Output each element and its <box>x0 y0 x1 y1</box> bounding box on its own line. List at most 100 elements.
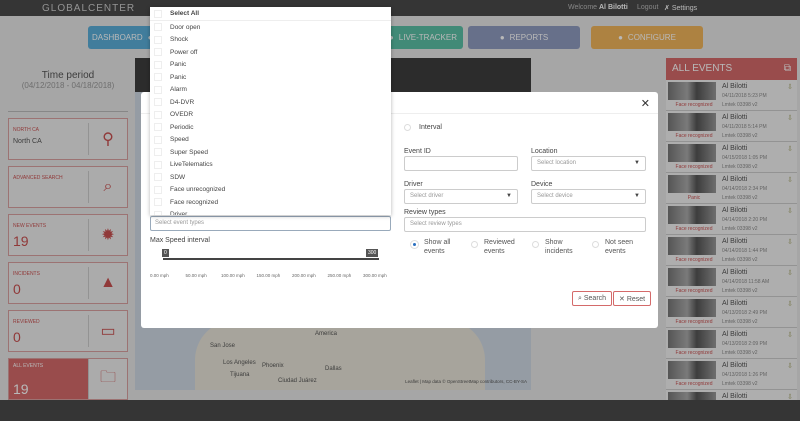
select-all-option[interactable]: Select All <box>150 7 391 21</box>
checkbox[interactable] <box>154 198 162 207</box>
checkbox[interactable] <box>154 60 162 69</box>
interval-radio[interactable] <box>404 124 411 131</box>
event-item[interactable]: Face recognized Al Bilotti 04/14/2018 1:44… <box>666 235 797 266</box>
copy-icon[interactable]: ⧉ <box>783 63 791 74</box>
checkbox[interactable] <box>154 73 162 82</box>
time-period[interactable]: Time period (04/12/2018 - 04/18/2018) <box>8 70 128 112</box>
settings-link[interactable]: ✗ Settings <box>664 5 698 12</box>
event-type-option[interactable]: Shock <box>150 34 391 47</box>
event-item[interactable]: Al Bilotti ⇩ <box>666 390 797 400</box>
checkbox[interactable] <box>154 210 162 215</box>
folder-icon[interactable]: 🗀 <box>99 368 116 386</box>
checkbox[interactable] <box>154 9 162 18</box>
event-item[interactable]: Face recognized Al Bilotti 04/15/2018 1:05… <box>666 142 797 173</box>
event-type-option[interactable]: Power off <box>150 46 391 59</box>
event-type-option[interactable]: Door open <box>150 21 391 34</box>
event-type-option[interactable]: Face unrecognized <box>150 184 391 197</box>
event-type-option[interactable]: Face recognized <box>150 196 391 209</box>
event-thumbnail[interactable] <box>668 144 716 162</box>
event-type-option[interactable]: Super Speed <box>150 146 391 159</box>
nav-configure[interactable]: ● CONFIGURE <box>591 26 703 49</box>
reset-button[interactable]: ✕ Reset <box>613 291 652 306</box>
search-button[interactable]: ⌕ Search <box>572 291 613 306</box>
event-item[interactable]: Face recognized Al Bilotti 04/13/2018 2:49… <box>666 297 797 328</box>
event-thumbnail[interactable] <box>668 175 716 193</box>
review-types-select[interactable]: Select review types <box>404 217 646 232</box>
download-icon[interactable]: ⇩ <box>787 146 793 153</box>
speed-slider-track[interactable] <box>163 258 379 260</box>
download-icon[interactable]: ⇩ <box>787 332 793 339</box>
event-type-option[interactable]: LiveTelematics <box>150 159 391 172</box>
download-icon[interactable]: ⇩ <box>787 270 793 277</box>
checkbox[interactable] <box>154 110 162 119</box>
event-item[interactable]: Face recognized Al Bilotti 04/13/2018 1:26… <box>666 359 797 390</box>
location-select[interactable]: Select location ▼ <box>531 156 646 171</box>
event-type-option[interactable]: Periodic <box>150 121 391 134</box>
review-radio[interactable] <box>411 241 418 248</box>
map-pin-icon[interactable]: ⚲ <box>102 131 114 148</box>
close-icon[interactable]: ✕ <box>640 98 650 110</box>
event-type-option[interactable]: D4-DVR <box>150 96 391 109</box>
event-item[interactable]: Face recognized Al Bilotti 04/11/2018 5:23… <box>666 80 797 111</box>
search-icon[interactable]: ⌕ <box>103 178 113 195</box>
card-all-events[interactable]: ALL EVENTS 19 🗀 <box>8 358 128 400</box>
download-icon[interactable]: ⇩ <box>787 239 793 246</box>
checkbox[interactable] <box>154 173 162 182</box>
logout-link[interactable]: Logout <box>637 4 659 11</box>
event-type-option[interactable]: Speed <box>150 134 391 147</box>
speed-slider-max-handle[interactable]: 300 <box>366 249 379 257</box>
checkbox[interactable] <box>154 148 162 157</box>
checkbox[interactable] <box>154 185 162 194</box>
event-type-option[interactable]: Alarm <box>150 84 391 97</box>
download-icon[interactable]: ⇩ <box>787 301 793 308</box>
warning-icon[interactable]: ▲ <box>100 274 116 291</box>
event-thumbnail[interactable] <box>668 361 716 379</box>
event-thumbnail[interactable] <box>668 82 716 100</box>
event-thumbnail[interactable] <box>668 237 716 255</box>
card-advanced-search[interactable]: ADVANCED SEARCH ⌕ <box>8 166 128 208</box>
review-radio[interactable] <box>471 241 478 248</box>
card-new-events[interactable]: NEW EVENTS 19 ✹ <box>8 214 128 256</box>
event-item[interactable]: Face recognized Al Bilotti 04/14/2018 11:5… <box>666 266 797 297</box>
checkbox[interactable] <box>154 160 162 169</box>
event-type-option[interactable]: Panic <box>150 59 391 72</box>
download-icon[interactable]: ⇩ <box>787 177 793 184</box>
checkbox[interactable] <box>154 23 162 32</box>
event-item[interactable]: Face recognized Al Bilotti 04/13/2018 2:09… <box>666 328 797 359</box>
event-thumbnail[interactable] <box>668 299 716 317</box>
download-icon[interactable]: ⇩ <box>787 115 793 122</box>
review-radio[interactable] <box>532 241 539 248</box>
event-types-input[interactable]: Select event types <box>150 216 391 231</box>
event-type-option[interactable]: OVEDR <box>150 109 391 122</box>
card-reviewed[interactable]: REVIEWED 0 ▭ <box>8 310 128 352</box>
event-thumbnail[interactable] <box>668 206 716 224</box>
event-item[interactable]: Panic Al Bilotti 04/14/2018 2:34 PM Lmtek 0… <box>666 173 797 204</box>
speed-slider-min-handle[interactable]: 0 <box>162 249 169 257</box>
event-thumbnail[interactable] <box>668 392 716 400</box>
download-icon[interactable]: ⇩ <box>787 363 793 370</box>
driver-select[interactable]: Select driver ▼ <box>404 189 518 204</box>
event-item[interactable]: Face recognized Al Bilotti 04/14/2018 2:20… <box>666 204 797 235</box>
event-type-option[interactable]: Panic <box>150 71 391 84</box>
checkbox[interactable] <box>154 135 162 144</box>
event-type-option[interactable]: Driver <box>150 209 391 215</box>
event-id-input[interactable] <box>404 156 518 171</box>
event-type-option[interactable]: SDW <box>150 171 391 184</box>
checkbox[interactable] <box>154 98 162 107</box>
checkbox[interactable] <box>154 123 162 132</box>
event-thumbnail[interactable] <box>668 113 716 131</box>
review-radio[interactable] <box>592 241 599 248</box>
map-attribution[interactable]: Leaflet | Map data © OpenStreetMap contr… <box>405 379 527 384</box>
card-incidents[interactable]: INCIDENTS 0 ▲ <box>8 262 128 304</box>
monitor-icon[interactable]: ▭ <box>100 323 116 340</box>
checkbox[interactable] <box>154 35 162 44</box>
download-icon[interactable]: ⇩ <box>787 84 793 91</box>
device-select[interactable]: Select device ▼ <box>531 189 646 204</box>
event-thumbnail[interactable] <box>668 330 716 348</box>
event-thumbnail[interactable] <box>668 268 716 286</box>
checkbox[interactable] <box>154 48 162 57</box>
download-icon[interactable]: ⇩ <box>787 208 793 215</box>
card-north-ca[interactable]: NORTH CA North CA ⚲ <box>8 118 128 160</box>
download-icon[interactable]: ⇩ <box>787 394 793 400</box>
alert-badge-icon[interactable]: ✹ <box>101 227 115 244</box>
